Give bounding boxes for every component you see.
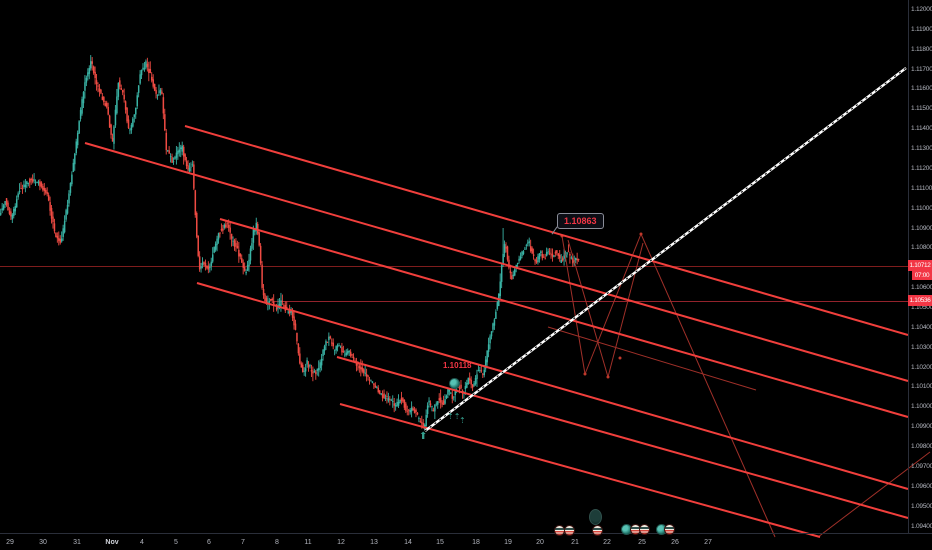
time-axis-label: 30 <box>39 539 47 546</box>
zigzag-segment[interactable] <box>607 242 644 378</box>
price-axis-label: 1.10400 <box>911 324 932 331</box>
time-axis-label: 19 <box>504 539 512 546</box>
price-axis-label: 1.10900 <box>911 225 932 232</box>
time-axis-label: 27 <box>704 539 712 546</box>
emoji-sticker[interactable] <box>449 378 460 389</box>
price-axis-label: 1.11400 <box>911 125 932 132</box>
zigzag-projection <box>547 232 931 538</box>
zigzag-vertex-dot[interactable] <box>606 375 610 379</box>
zigzag-segment[interactable] <box>547 326 757 391</box>
channel-line-4[interactable] <box>196 282 909 490</box>
price-axis-label: 1.11900 <box>911 26 932 33</box>
zigzag-vertex-dot[interactable] <box>639 232 643 236</box>
price-axis-label: 1.10100 <box>911 383 932 390</box>
time-axis-label: 26 <box>671 539 679 546</box>
price-axis-label: 1.11100 <box>911 185 932 192</box>
alert-price-value: 1.10536 <box>909 297 931 304</box>
emoji-sticker[interactable] <box>664 524 675 535</box>
price-axis-label: 1.09800 <box>911 443 932 450</box>
price-axis-label: 1.10000 <box>911 403 932 410</box>
time-axis-label: 29 <box>6 539 14 546</box>
up-arrow-marker[interactable]: ⬆ <box>419 431 428 442</box>
price-axis-label: 1.12000 <box>911 6 932 13</box>
trend-lines <box>84 125 909 538</box>
price-axis-label: 1.10200 <box>911 364 932 371</box>
price-axis-label: 1.11200 <box>911 165 932 172</box>
price-note-label[interactable]: 1.10118 <box>443 361 471 370</box>
channel-line-3[interactable] <box>219 218 909 418</box>
channel-line-5[interactable] <box>336 356 909 519</box>
price-axis-label: 1.11600 <box>911 85 932 92</box>
current-price-label: 1.10712 07:00 <box>908 260 932 280</box>
note-text: 1.10118 <box>443 361 472 370</box>
time-axis-label: 4 <box>140 539 144 546</box>
zigzag-segment[interactable] <box>584 233 642 375</box>
emoji-sticker[interactable] <box>639 524 650 535</box>
price-axis-label: 1.09500 <box>911 503 932 510</box>
time-axis-label: 12 <box>337 539 345 546</box>
zigzag-vertex-dot[interactable] <box>618 356 622 360</box>
callout-text: 1.10863 <box>564 216 597 226</box>
time-axis-label: 31 <box>73 539 81 546</box>
zigzag-vertex-dot[interactable] <box>583 372 587 376</box>
time-axis-label: 14 <box>404 539 412 546</box>
emoji-sticker[interactable] <box>592 525 603 536</box>
channel-line-1[interactable] <box>184 125 909 336</box>
time-axis-label: 25 <box>638 539 646 546</box>
emoji-sticker[interactable] <box>589 509 602 525</box>
price-axis-label: 1.10500 <box>911 304 932 311</box>
time-axis-label: 15 <box>436 539 444 546</box>
zigzag-segment[interactable] <box>640 233 776 538</box>
price-axis-label: 1.11500 <box>911 105 932 112</box>
time-axis-label: 18 <box>472 539 480 546</box>
channel-line-6[interactable] <box>339 403 821 538</box>
price-axis-label: 1.10600 <box>911 284 932 291</box>
price-axis-label: 1.11800 <box>911 46 932 53</box>
time-axis-label: 5 <box>174 539 178 546</box>
time-axis-label: 8 <box>275 539 279 546</box>
time-axis-label: 11 <box>304 539 312 546</box>
up-arrow-marker[interactable]: ⇡ <box>459 416 466 425</box>
price-axis-label: 1.09900 <box>911 423 932 430</box>
channel-line-2[interactable] <box>84 142 909 382</box>
time-axis-separator <box>0 533 932 534</box>
price-axis-label: 1.09600 <box>911 483 932 490</box>
time-axis-label: 13 <box>370 539 378 546</box>
time-axis-label: 6 <box>207 539 211 546</box>
horizontal-price-lines <box>0 266 932 302</box>
time-axis-label: 20 <box>536 539 544 546</box>
current-price-value: 1.10712 <box>909 262 931 269</box>
white-trend-line <box>424 67 907 432</box>
time-axis-label: 21 <box>571 539 579 546</box>
price-axis-label: 1.09700 <box>911 463 932 470</box>
candles-layer <box>0 55 580 430</box>
emoji-sticker[interactable] <box>564 525 575 536</box>
zigzag-segment[interactable] <box>817 451 931 538</box>
alert-price-label: 1.10536 <box>908 295 932 306</box>
time-axis-label: 22 <box>603 539 611 546</box>
time-axis-label: 7 <box>241 539 245 546</box>
price-axis-label: 1.10300 <box>911 344 932 351</box>
zigzag-segment[interactable] <box>561 235 586 375</box>
price-callout-label[interactable]: 1.10863 <box>557 213 604 229</box>
price-axis-label: 1.09400 <box>911 523 932 530</box>
price-axis-label: 1.11300 <box>911 145 932 152</box>
bar-countdown: 07:00 <box>912 271 932 280</box>
time-axis-label: Nov <box>105 539 119 546</box>
price-axis-label: 1.10800 <box>911 244 932 251</box>
up-arrow-marker[interactable]: ⇡⇡ <box>447 412 461 421</box>
price-axis-label: 1.11000 <box>911 205 932 212</box>
price-axis-label: 1.11700 <box>911 66 932 73</box>
